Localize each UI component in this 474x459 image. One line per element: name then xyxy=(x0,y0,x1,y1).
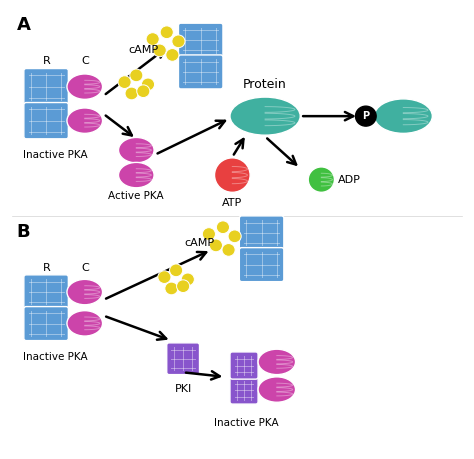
Text: ATP: ATP xyxy=(222,198,242,208)
Ellipse shape xyxy=(67,74,102,99)
FancyBboxPatch shape xyxy=(239,216,284,250)
Circle shape xyxy=(118,76,131,89)
FancyBboxPatch shape xyxy=(230,377,258,404)
Text: Inactive PKA: Inactive PKA xyxy=(23,150,88,160)
Ellipse shape xyxy=(308,167,335,192)
FancyBboxPatch shape xyxy=(239,248,284,282)
Circle shape xyxy=(165,282,178,295)
Ellipse shape xyxy=(258,349,296,375)
Circle shape xyxy=(130,69,143,82)
Circle shape xyxy=(141,78,155,91)
Ellipse shape xyxy=(67,108,102,134)
Circle shape xyxy=(125,87,138,100)
Text: A: A xyxy=(17,17,31,34)
FancyBboxPatch shape xyxy=(24,275,68,309)
Circle shape xyxy=(160,26,173,39)
Text: C: C xyxy=(81,56,89,66)
Circle shape xyxy=(166,49,179,61)
Circle shape xyxy=(158,271,171,284)
Text: Protein: Protein xyxy=(243,78,287,91)
Circle shape xyxy=(222,244,235,256)
Circle shape xyxy=(137,85,150,98)
Circle shape xyxy=(146,33,159,45)
Text: R: R xyxy=(43,263,50,273)
Ellipse shape xyxy=(67,311,102,336)
Text: Active PKA: Active PKA xyxy=(109,191,164,201)
Ellipse shape xyxy=(374,99,432,134)
Text: Inactive PKA: Inactive PKA xyxy=(23,352,88,362)
FancyBboxPatch shape xyxy=(24,68,68,105)
Text: cAMP: cAMP xyxy=(128,45,158,55)
Ellipse shape xyxy=(215,158,250,192)
Ellipse shape xyxy=(67,280,102,305)
Ellipse shape xyxy=(118,162,154,188)
Circle shape xyxy=(181,273,194,285)
FancyBboxPatch shape xyxy=(178,55,223,89)
Ellipse shape xyxy=(230,97,300,135)
Circle shape xyxy=(356,106,376,126)
Ellipse shape xyxy=(258,377,296,402)
FancyBboxPatch shape xyxy=(167,343,200,375)
Text: PKI: PKI xyxy=(174,384,192,394)
FancyBboxPatch shape xyxy=(24,102,68,139)
Text: C: C xyxy=(81,263,89,273)
FancyBboxPatch shape xyxy=(178,23,223,57)
Text: cAMP: cAMP xyxy=(184,238,215,248)
Text: R: R xyxy=(43,56,50,66)
Text: ADP: ADP xyxy=(337,174,361,185)
Text: P: P xyxy=(362,111,369,121)
Text: B: B xyxy=(17,223,30,241)
Ellipse shape xyxy=(118,137,154,163)
FancyBboxPatch shape xyxy=(230,352,258,379)
Circle shape xyxy=(153,44,166,57)
FancyBboxPatch shape xyxy=(24,307,68,341)
Circle shape xyxy=(172,35,185,48)
Circle shape xyxy=(217,221,229,234)
Circle shape xyxy=(170,264,182,277)
Text: Inactive PKA: Inactive PKA xyxy=(214,418,279,428)
Circle shape xyxy=(228,230,241,243)
Circle shape xyxy=(202,228,216,241)
Circle shape xyxy=(177,280,190,292)
Circle shape xyxy=(210,239,222,252)
